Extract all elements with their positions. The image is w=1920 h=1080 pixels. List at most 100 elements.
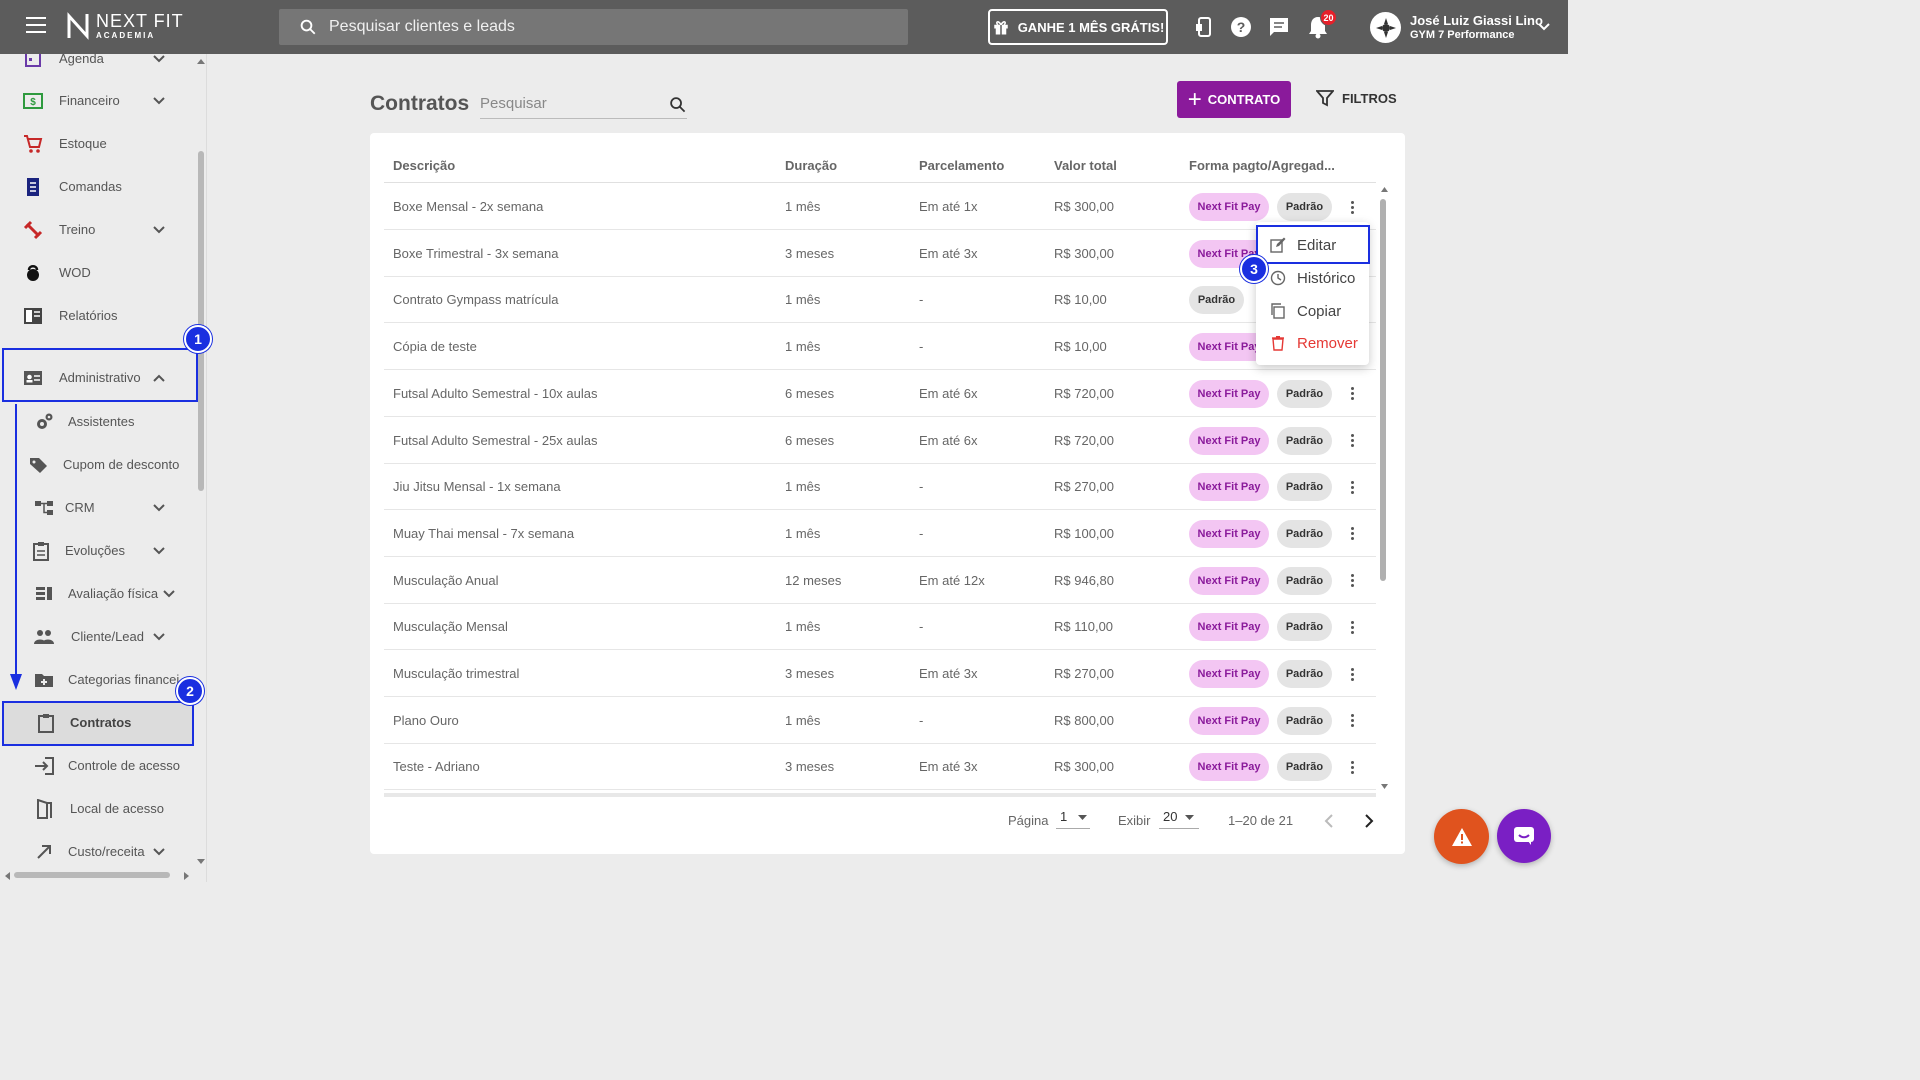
user-info[interactable]: José Luiz Giassi Lino GYM 7 Performance bbox=[1410, 13, 1543, 42]
gears-icon bbox=[33, 411, 55, 433]
sidebar-item-relatorios[interactable]: Relatórios bbox=[0, 294, 195, 337]
column-forma-pagto[interactable]: Forma pagto/Agregad... bbox=[1189, 158, 1335, 173]
prev-page-icon[interactable] bbox=[1324, 814, 1334, 828]
contracts-search-input[interactable] bbox=[480, 95, 660, 112]
column-descricao[interactable]: Descrição bbox=[393, 158, 456, 173]
sidebar-item-controle-acesso[interactable]: Controle de acesso bbox=[0, 744, 195, 787]
table-row[interactable]: Musculação Anual 12 meses Em até 12x R$ 946… bbox=[384, 557, 1376, 604]
table-row[interactable]: Musculação Mensal 1 mês - R$ 110,00 Next Fit… bbox=[384, 603, 1376, 651]
cell-valor: R$ 800,00 bbox=[1054, 712, 1114, 728]
filters-button[interactable]: FILTROS bbox=[1316, 89, 1397, 107]
sidebar-item-avaliacao[interactable]: Avaliação física bbox=[0, 572, 195, 615]
sidebar-item-crm[interactable]: CRM bbox=[0, 486, 195, 529]
scroll-up-icon[interactable] bbox=[196, 57, 206, 65]
chat-icon[interactable] bbox=[1267, 15, 1291, 39]
table-row[interactable]: Futsal Adulto Semestral - 25x aulas 6 mes… bbox=[384, 417, 1376, 464]
filters-label: FILTROS bbox=[1342, 90, 1397, 106]
chip-padrao: Padrão bbox=[1277, 613, 1332, 642]
search-icon[interactable] bbox=[669, 96, 686, 113]
scroll-down-icon[interactable] bbox=[1380, 783, 1389, 790]
show-label: Exibir bbox=[1118, 813, 1151, 828]
sidebar-item-cupom[interactable]: Cupom de desconto bbox=[0, 443, 195, 486]
menu-item-copiar[interactable]: Copiar bbox=[1256, 295, 1369, 327]
table-horizontal-scrollbar[interactable] bbox=[384, 793, 1376, 797]
table-row[interactable]: Boxe Mensal - 2x semana 1 mês Em até 1x R$ … bbox=[384, 183, 1376, 230]
scroll-right-icon[interactable] bbox=[183, 871, 191, 881]
table-scrollbar[interactable] bbox=[1380, 199, 1386, 581]
chevron-down-icon bbox=[153, 546, 165, 554]
sidebar-item-estoque[interactable]: Estoque bbox=[0, 122, 195, 165]
notifications-badge: 20 bbox=[1320, 9, 1337, 26]
table-row[interactable]: Teste - Adriano 3 meses Em até 3x R$ 300,00… bbox=[384, 743, 1376, 791]
table-row[interactable]: Cópia de teste 1 mês - R$ 10,00 Next Fit Pay… bbox=[384, 323, 1376, 371]
chevron-down-icon[interactable] bbox=[1537, 20, 1551, 34]
warning-button[interactable] bbox=[1434, 809, 1489, 864]
menu-item-editar[interactable]: Editar bbox=[1256, 229, 1369, 261]
scroll-left-icon[interactable] bbox=[3, 871, 11, 881]
sidebar-item-cliente-lead[interactable]: Cliente/Lead bbox=[0, 615, 195, 658]
scroll-up-icon[interactable] bbox=[1380, 186, 1389, 193]
more-vert-icon[interactable] bbox=[1342, 524, 1362, 544]
table-row[interactable]: Musculação trimestral 3 meses Em até 3x R$ … bbox=[384, 650, 1376, 697]
sidebar-scrollbar[interactable] bbox=[198, 151, 204, 491]
page-label: Página bbox=[1008, 813, 1049, 828]
sidebar-item-agenda[interactable]: Agenda bbox=[0, 54, 195, 80]
more-vert-icon[interactable] bbox=[1342, 477, 1362, 497]
column-valor-total[interactable]: Valor total bbox=[1054, 158, 1117, 173]
sidebar-item-comandas[interactable]: Comandas bbox=[0, 165, 195, 208]
sidebar-horizontal-scrollbar[interactable] bbox=[14, 872, 170, 878]
report-icon bbox=[22, 305, 44, 327]
menu-item-historico[interactable]: Histórico bbox=[1256, 262, 1369, 294]
page-select[interactable]: 1 bbox=[1056, 809, 1090, 829]
page-size-select[interactable]: 20 bbox=[1159, 809, 1199, 829]
table-row[interactable]: Jiu Jitsu Mensal - 1x semana 1 mês - R$ 270… bbox=[384, 463, 1376, 511]
cell-descricao: Contrato Gympass matrícula bbox=[393, 292, 559, 308]
support-chat-button[interactable] bbox=[1497, 809, 1551, 863]
promo-button[interactable]: GANHE 1 MÊS GRÁTIS! bbox=[988, 9, 1168, 45]
sidebar-item-wod[interactable]: WOD bbox=[0, 251, 195, 294]
notifications-button[interactable]: 20 bbox=[1306, 9, 1337, 39]
add-contract-button[interactable]: + CONTRATO bbox=[1177, 81, 1291, 118]
column-parcelamento[interactable]: Parcelamento bbox=[919, 158, 1005, 173]
sidebar-item-custo-receita[interactable]: Custo/receita bbox=[0, 830, 195, 873]
avatar[interactable] bbox=[1370, 12, 1401, 43]
help-icon[interactable]: ? bbox=[1229, 15, 1253, 39]
sidebar-item-financeiro[interactable]: $ Financeiro bbox=[0, 79, 195, 122]
sidebar-item-contratos[interactable]: Contratos bbox=[2, 701, 192, 744]
sidebar-item-administrativo[interactable]: Administrativo bbox=[0, 356, 195, 399]
sidebar-item-evolucoes[interactable]: Evoluções bbox=[0, 529, 195, 572]
history-icon bbox=[1270, 270, 1286, 286]
user-name: José Luiz Giassi Lino bbox=[1410, 13, 1543, 28]
table-row[interactable]: Contrato Gympass matrícula 1 mês - R$ 10,00… bbox=[384, 276, 1376, 324]
chip-padrao: Padrão bbox=[1277, 379, 1332, 408]
column-duracao[interactable]: Duração bbox=[785, 158, 838, 173]
more-vert-icon[interactable] bbox=[1342, 664, 1362, 684]
table-row[interactable]: Futsal Adulto Semestral - 10x aulas 6 mes… bbox=[384, 370, 1376, 417]
global-search-input[interactable] bbox=[329, 18, 869, 36]
sidebar-item-assistentes[interactable]: Assistentes bbox=[0, 400, 195, 443]
global-search[interactable] bbox=[279, 9, 908, 45]
menu-item-remover[interactable]: Remover bbox=[1256, 327, 1369, 359]
contracts-search[interactable] bbox=[480, 89, 687, 119]
more-vert-icon[interactable] bbox=[1342, 197, 1362, 217]
logo[interactable]: NEXT FIT ACADEMIA bbox=[66, 12, 184, 40]
phone-icon[interactable] bbox=[1192, 15, 1216, 39]
sidebar-item-categorias[interactable]: Categorias financei bbox=[0, 658, 195, 701]
sidebar-item-treino[interactable]: Treino bbox=[0, 208, 195, 251]
filter-icon bbox=[1316, 90, 1334, 107]
more-vert-icon[interactable] bbox=[1342, 384, 1362, 404]
sidebar-item-local-acesso[interactable]: Local de acesso bbox=[0, 787, 195, 830]
table-row[interactable]: Muay Thai mensal - 7x semana 1 mês - R$ 100… bbox=[384, 510, 1376, 557]
menu-icon[interactable] bbox=[26, 17, 46, 35]
row-context-menu: Editar Histórico Copiar Remover bbox=[1256, 222, 1369, 365]
more-vert-icon[interactable] bbox=[1342, 757, 1362, 777]
next-page-icon[interactable] bbox=[1364, 814, 1374, 828]
more-vert-icon[interactable] bbox=[1342, 617, 1362, 637]
scroll-down-icon[interactable] bbox=[196, 858, 206, 866]
more-vert-icon[interactable] bbox=[1342, 431, 1362, 451]
more-vert-icon[interactable] bbox=[1342, 571, 1362, 591]
more-vert-icon[interactable] bbox=[1342, 711, 1362, 731]
table-row[interactable]: Boxe Trimestral - 3x semana 3 meses Em até… bbox=[384, 230, 1376, 277]
table-row[interactable]: Plano Ouro 1 mês - R$ 800,00 Next Fit Pay Pad… bbox=[384, 697, 1376, 744]
chevron-down-icon bbox=[163, 589, 175, 597]
